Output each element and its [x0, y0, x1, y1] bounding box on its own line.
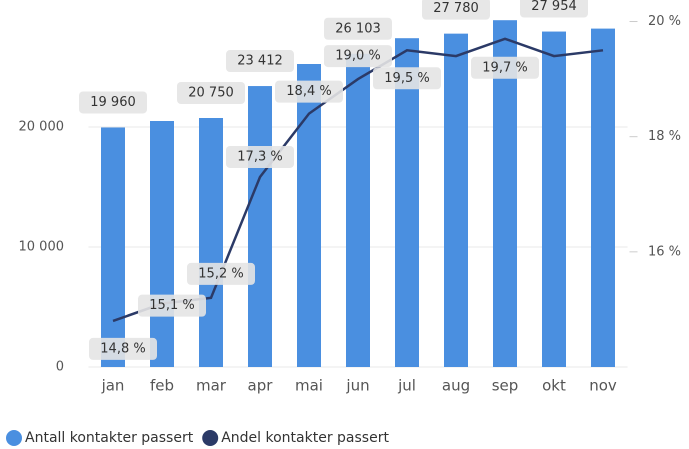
y2-tick-label: 20 %	[648, 14, 681, 29]
bar	[395, 38, 419, 367]
bar	[248, 86, 272, 367]
legend-marker	[202, 430, 219, 446]
data-label-bg	[471, 56, 539, 79]
data-label: 14,8 %	[100, 341, 145, 356]
data-label: 18,4 %	[286, 84, 331, 99]
x-tick-label: jul	[397, 377, 416, 395]
data-label: 15,1 %	[149, 298, 194, 313]
x-tick-label: aug	[442, 377, 470, 395]
data-label-bg	[520, 0, 588, 18]
x-tick-label: mar	[196, 377, 227, 395]
data-label: 19,7 %	[482, 60, 527, 75]
data-label-bg	[79, 91, 147, 114]
y-tick-label: 0	[56, 360, 64, 375]
data-label-bg	[89, 337, 157, 360]
x-tick-label: mai	[295, 377, 323, 395]
data-label-bg	[187, 262, 255, 285]
y-tick-label: 20 000	[19, 120, 65, 135]
legend-label: Antall kontakter passert	[25, 430, 194, 446]
bar	[444, 33, 468, 367]
x-tick-label: jun	[345, 377, 369, 395]
data-label: 19,0 %	[335, 49, 380, 64]
y2-tick-label: 16 %	[648, 244, 681, 259]
data-label: 23 412	[237, 54, 283, 69]
data-label: 20 750	[188, 86, 234, 101]
y2-tick-label: 18 %	[648, 129, 681, 144]
data-label: 19,5 %	[384, 71, 429, 86]
bar	[591, 28, 615, 367]
bar	[199, 118, 223, 367]
data-label-bg	[138, 294, 206, 317]
bar	[101, 127, 125, 367]
data-label: 15,2 %	[198, 266, 243, 281]
data-label-bg	[324, 45, 392, 68]
data-label: 19 960	[90, 95, 136, 110]
data-label-bg	[324, 17, 392, 40]
legend-label: Andel kontakter passert	[221, 430, 389, 446]
x-tick-label: okt	[542, 377, 566, 395]
x-tick-label: jan	[101, 377, 125, 395]
bar	[150, 121, 174, 367]
data-label: 27 780	[433, 1, 479, 16]
data-label-bg	[226, 50, 294, 73]
legend-marker	[6, 430, 22, 446]
bar	[297, 64, 321, 367]
data-label: 27 954	[531, 0, 577, 14]
y-tick-label: 10 000	[19, 240, 65, 255]
data-label-bg	[226, 145, 294, 168]
x-tick-label: sep	[492, 377, 519, 395]
bar	[542, 31, 566, 367]
x-tick-label: apr	[248, 377, 274, 395]
x-tick-label: feb	[150, 377, 174, 395]
data-label-bg	[373, 67, 441, 90]
data-label: 17,3 %	[237, 149, 282, 164]
data-label-bg	[275, 80, 343, 103]
x-tick-label: nov	[589, 377, 617, 395]
data-label-bg	[177, 82, 245, 104]
data-label-bg	[422, 0, 490, 20]
data-label: 26 103	[335, 21, 381, 36]
bar	[346, 53, 370, 367]
